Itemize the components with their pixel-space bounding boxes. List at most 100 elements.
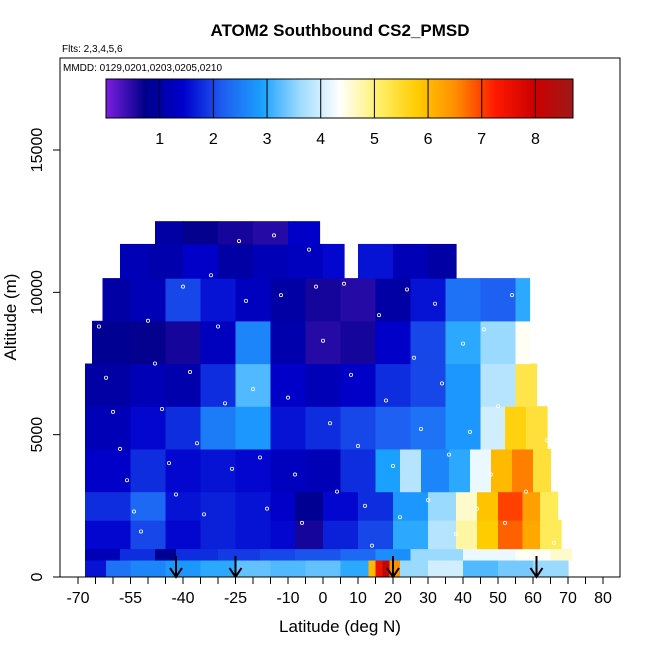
sample-point	[411, 355, 416, 360]
sample-point	[517, 352, 522, 357]
heatmap-cell	[340, 548, 377, 561]
heatmap-cell	[550, 548, 573, 561]
heatmap-cell	[449, 448, 471, 493]
heatmap-cell	[428, 491, 457, 521]
heatmap-cell	[410, 320, 447, 365]
heatmap-cell	[270, 320, 307, 365]
flights-subtitle: Flts: 2,3,4,5,6	[62, 44, 123, 55]
heatmap-cell	[130, 559, 167, 577]
heatmap-cell	[533, 559, 569, 577]
heatmap-cell	[85, 548, 121, 561]
heatmap-cell	[235, 363, 272, 407]
colorbar-gradient	[105, 78, 574, 119]
y-axis-label: Altitude (m)	[1, 274, 20, 361]
heatmap-cell	[358, 491, 394, 521]
x-tick-label: 50	[489, 590, 507, 607]
heatmap-cell	[235, 559, 272, 577]
heatmap-cell	[480, 278, 517, 322]
heatmap-cell	[522, 520, 541, 550]
sample-points	[86, 233, 564, 548]
heatmap-cell	[512, 448, 534, 493]
heatmap-cell	[480, 363, 517, 407]
y-axis: 0 5000 10000 15000	[29, 128, 60, 581]
heatmap-cell	[515, 278, 531, 322]
heatmap-cells	[85, 221, 573, 577]
x-tick-label: 30	[419, 590, 437, 607]
heatmap-cell	[200, 520, 237, 550]
heatmap-cell	[456, 491, 478, 521]
heatmap-cell	[375, 278, 412, 322]
x-axis-label: Latitude (deg N)	[279, 617, 401, 636]
x-tick-label: 60	[524, 590, 542, 607]
heatmap-cell	[200, 448, 237, 493]
heatmap-cell	[85, 520, 132, 550]
sample-point	[390, 463, 395, 468]
x-tick-label: 70	[559, 590, 577, 607]
heatmap-cell	[410, 548, 464, 561]
sample-point	[222, 401, 227, 406]
heatmap-cell	[183, 221, 219, 245]
sample-point	[481, 327, 486, 332]
heatmap-cell	[480, 320, 517, 365]
heatmap-cell	[428, 520, 457, 550]
sample-point	[97, 324, 102, 329]
heatmap-cell	[410, 278, 447, 322]
heatmap-cell	[270, 520, 296, 550]
colorbar-tick-label: 5	[370, 131, 379, 148]
sample-point	[215, 324, 220, 329]
heatmap-cell	[323, 520, 359, 550]
heatmap-cell	[200, 320, 237, 365]
heatmap-cell	[375, 406, 412, 450]
heatmap-cell	[305, 363, 342, 407]
sample-point	[285, 395, 290, 400]
heatmap-cell	[463, 548, 517, 561]
heatmap-cell	[340, 448, 377, 493]
heatmap-cell	[235, 520, 272, 550]
heatmap-cell	[393, 243, 429, 279]
colorbar-tick-label: 2	[209, 131, 218, 148]
sample-point	[502, 520, 507, 525]
heatmap-cell	[421, 448, 450, 493]
colorbar-tick-label: 4	[316, 131, 325, 148]
heatmap-cell	[165, 406, 202, 450]
heatmap-cell	[270, 491, 296, 521]
x-tick-label: -55	[119, 590, 142, 607]
x-tick-label: 80	[594, 590, 612, 607]
sample-point	[138, 529, 143, 534]
sample-point	[145, 318, 150, 323]
heatmap-cell	[85, 448, 132, 493]
heatmap-cell	[165, 320, 202, 365]
heatmap-cell	[445, 363, 482, 407]
sample-point	[278, 293, 283, 298]
heatmap-cell	[288, 221, 321, 245]
sample-point	[131, 509, 136, 514]
sample-point	[327, 421, 332, 426]
heatmap-cell	[200, 278, 237, 322]
heatmap-cell	[375, 548, 412, 561]
heatmap-cell	[323, 491, 359, 521]
heatmap-cell	[295, 548, 342, 561]
heatmap-cell	[218, 243, 254, 279]
heatmap-cell	[522, 491, 541, 521]
sample-point	[348, 372, 353, 377]
heatmap-cell	[498, 491, 524, 521]
heatmap-cell	[270, 559, 307, 577]
heatmap-cell	[358, 243, 394, 279]
sample-point	[201, 512, 206, 517]
heatmap-cell	[477, 491, 499, 521]
sample-point	[250, 387, 255, 392]
heatmap-cell	[235, 491, 272, 521]
heatmap-cell	[155, 221, 184, 245]
heatmap-cell	[235, 320, 272, 365]
sample-point	[545, 438, 550, 443]
heatmap-cell	[165, 448, 202, 493]
heatmap-cell	[165, 559, 202, 577]
heatmap-cell	[305, 406, 342, 450]
x-axis: -70 -55 -40 -25 -10 0 10 20 30 40 50 60 70 80	[66, 577, 612, 607]
heatmap-cell	[410, 363, 447, 407]
sample-point	[495, 404, 500, 409]
heatmap-cell	[368, 559, 377, 577]
heatmap-cell	[393, 520, 429, 550]
sample-point	[341, 281, 346, 286]
sample-point	[104, 375, 109, 380]
